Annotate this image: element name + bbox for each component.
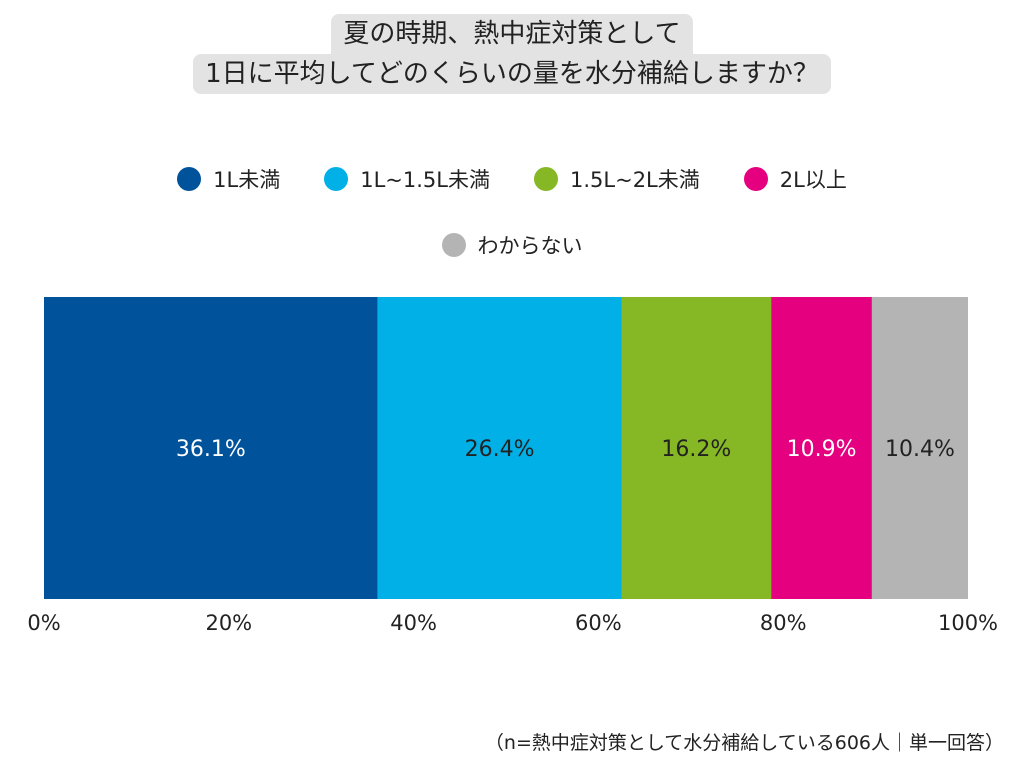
- legend-label-2l-or-more: 2L以上: [779, 168, 847, 192]
- legend-swatch-under-1l: [177, 167, 202, 191]
- legend-label-1l-to-1-5l: 1L~1.5L未満: [360, 168, 490, 192]
- legend-swatch-unknown: [441, 233, 466, 257]
- bar-segment-2l-or-more: [771, 297, 872, 599]
- x-tick-label-60: 60%: [575, 611, 622, 635]
- data-label-2l-or-more: 10.9%: [787, 437, 857, 462]
- legend-item-1-5l-to-2l: 1.5L~2L未満: [534, 164, 700, 194]
- legend-item-2l-or-more: 2L以上: [743, 164, 847, 194]
- x-tick-label-40: 40%: [390, 611, 437, 635]
- data-label-under-1l: 36.1%: [176, 437, 246, 462]
- footnote: （n=熱中症対策として水分補給している606人｜単一回答）: [484, 732, 1004, 754]
- legend-item-1l-to-1-5l: 1L~1.5L未満: [324, 164, 490, 194]
- legend-swatch-1l-to-1-5l: [324, 167, 349, 191]
- chart-title-line-2: 1日に平均してどのくらいの量を水分補給しますか？: [193, 54, 831, 94]
- bar-segment-under-1l: [44, 297, 378, 599]
- bar-segment-1l-to-1-5l: [377, 297, 622, 599]
- legend-item-under-1l: 1L未満: [177, 164, 280, 194]
- x-tick-label-20: 20%: [205, 611, 252, 635]
- legend-label-unknown: わからない: [477, 234, 583, 258]
- legend-row-1: 1L未満 1L~1.5L未満 1.5L~2L未満 2L以上: [0, 164, 1024, 194]
- chart-title: 夏の時期、熱中症対策として 1日に平均してどのくらいの量を水分補給しますか？: [0, 14, 1024, 94]
- bar-segment-1-5l-to-2l: [621, 297, 772, 599]
- data-label-1l-to-1-5l: 26.4%: [465, 437, 535, 462]
- x-tick-label-80: 80%: [760, 611, 807, 635]
- legend-label-1-5l-to-2l: 1.5L~2L未満: [570, 168, 700, 192]
- legend-label-under-1l: 1L未満: [213, 168, 281, 192]
- data-label-1-5l-to-2l: 16.2%: [661, 437, 731, 462]
- chart-title-line-1: 夏の時期、熱中症対策として: [331, 14, 693, 54]
- legend-item-unknown: わからない: [441, 230, 583, 260]
- bar-segment-unknown: [871, 297, 968, 599]
- legend-swatch-2l-or-more: [743, 167, 768, 191]
- data-label-unknown: 10.4%: [885, 437, 955, 462]
- x-tick-label-0: 0%: [27, 611, 60, 635]
- legend-swatch-1-5l-to-2l: [534, 167, 558, 191]
- x-tick-label-100: 100%: [938, 611, 998, 635]
- legend-row-2: わからない: [0, 230, 1024, 260]
